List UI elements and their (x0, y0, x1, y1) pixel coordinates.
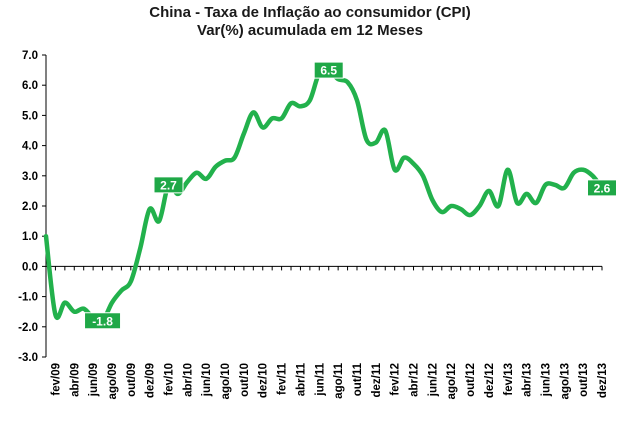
x-tick-label: fev/10 (164, 363, 176, 396)
x-tick-label: fev/13 (503, 363, 515, 396)
x-tick-label: ago/10 (220, 363, 232, 399)
data-label: 6.5 (313, 61, 344, 79)
x-tick-label: abr/10 (182, 363, 194, 397)
data-label-text: -1.8 (92, 314, 113, 328)
x-tick-label: abr/12 (409, 363, 421, 397)
x-tick-label: abr/11 (295, 362, 307, 396)
x-tick-label: out/13 (578, 363, 590, 397)
y-tick-label: 4.0 (22, 141, 38, 153)
y-tick-label: -1.0 (18, 292, 38, 304)
y-tick-label: 3.0 (22, 171, 38, 183)
x-tick-label: fev/12 (390, 363, 402, 396)
y-tick-label: 7.0 (22, 50, 38, 62)
x-tick-label: jun/09 (88, 363, 100, 397)
chart-title: China - Taxa de Inflação ao consumidor (… (149, 4, 471, 21)
y-tick-label: 5.0 (22, 110, 38, 122)
data-label-box (313, 61, 344, 79)
y-tick-label: -3.0 (18, 352, 38, 364)
data-label: 2.6 (587, 179, 617, 197)
chart-subtitle: Var(%) acumulada em 12 Meses (197, 22, 423, 39)
data-label-box (84, 312, 122, 330)
x-tick-label: ago/11 (333, 362, 345, 398)
data-label-text: 2.6 (594, 181, 611, 195)
x-tick-label: dez/10 (258, 363, 270, 398)
x-tick-label: jun/13 (540, 363, 552, 397)
x-tick-label: jun/12 (427, 363, 439, 397)
data-label: -1.8 (84, 312, 122, 330)
data-label-box (153, 176, 184, 194)
data-label-box (587, 179, 617, 197)
x-tick-label: dez/13 (597, 363, 609, 398)
data-label-text: 2.7 (160, 178, 177, 192)
x-tick-label: jun/10 (201, 363, 213, 397)
x-tick-label: out/11 (352, 362, 364, 396)
x-tick-label: out/12 (465, 363, 477, 397)
data-label-text: 6.5 (320, 64, 337, 78)
x-tick-label: dez/12 (484, 363, 496, 398)
x-tick-label: abr/09 (69, 363, 81, 397)
x-tick-label: out/10 (239, 363, 251, 397)
y-tick-label: -2.0 (18, 322, 38, 334)
x-tick-label: dez/09 (145, 363, 157, 398)
y-tick-label: 0.0 (22, 261, 38, 273)
x-tick-label: abr/13 (522, 363, 534, 397)
series-line (43, 67, 605, 324)
x-tick-label: fev/11 (277, 362, 289, 395)
y-tick-label: 6.0 (22, 80, 38, 92)
y-tick-label: 1.0 (22, 231, 38, 243)
x-tick-label: out/09 (126, 363, 138, 397)
data-label: 2.7 (153, 176, 184, 194)
y-tick-label: 2.0 (22, 201, 38, 213)
x-tick-label: ago/13 (559, 363, 571, 399)
x-tick-label: fev/09 (50, 363, 62, 396)
x-tick-label: ago/12 (446, 363, 458, 399)
x-tick-label: jun/11 (314, 362, 326, 396)
x-tick-label: ago/09 (107, 363, 119, 399)
x-tick-label: dez/11 (371, 362, 383, 397)
